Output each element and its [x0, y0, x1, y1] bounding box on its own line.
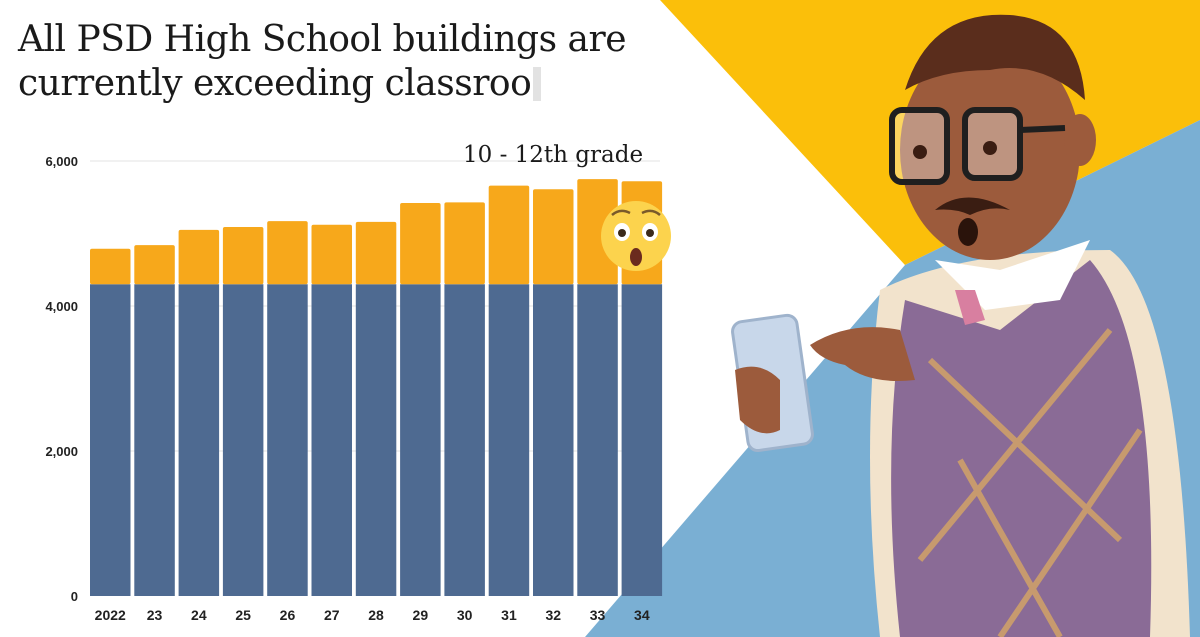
text-cursor	[533, 67, 542, 101]
bar-capacity	[577, 284, 618, 596]
bar-excess	[400, 203, 441, 285]
bar-excess	[533, 189, 574, 285]
x-tick-label: 27	[324, 607, 340, 623]
bar-capacity	[178, 284, 220, 596]
bar-capacity	[533, 284, 574, 596]
bar-capacity	[355, 284, 397, 596]
bar-capacity	[311, 284, 352, 596]
bar-excess	[311, 224, 352, 285]
bar-capacity	[621, 284, 663, 596]
bar-excess	[488, 185, 530, 285]
teacher-illustration	[731, 14, 1190, 637]
bar-excess	[267, 221, 308, 285]
bar-excess	[134, 245, 175, 285]
bar-excess	[444, 202, 485, 285]
x-tick-label: 25	[235, 607, 251, 623]
bar-capacity	[488, 284, 530, 596]
y-tick-label: 6,000	[45, 154, 78, 169]
bar-excess	[178, 229, 220, 285]
bar-excess	[90, 248, 131, 285]
x-tick-label: 30	[457, 607, 473, 623]
bar-capacity	[134, 284, 175, 596]
x-tick-label: 24	[191, 607, 207, 623]
bar-capacity	[222, 284, 264, 596]
bar-capacity	[90, 284, 131, 596]
astonished-face-emoji-icon	[601, 201, 671, 271]
chart-annotation: 10 - 12th grade	[463, 142, 644, 168]
x-tick-label: 23	[147, 607, 163, 623]
bar-capacity	[267, 284, 308, 596]
bar-capacity	[444, 284, 485, 596]
x-tick-label: 28	[368, 607, 384, 623]
x-tick-label: 29	[413, 607, 429, 623]
bar-excess	[355, 221, 397, 285]
x-tick-label: 33	[590, 607, 606, 623]
x-tick-label: 32	[545, 607, 561, 623]
title-line-1: All PSD High School buildings are	[18, 19, 627, 60]
y-tick-label: 2,000	[45, 444, 78, 459]
title-line-2: currently exceeding classroo	[18, 63, 532, 104]
x-tick-label: 26	[280, 607, 296, 623]
page-title: All PSD High School buildings are current…	[18, 18, 627, 106]
bar-excess	[222, 226, 264, 285]
bar-excess	[577, 179, 618, 285]
x-tick-label: 31	[501, 607, 517, 623]
y-tick-label: 4,000	[45, 299, 78, 314]
x-tick-label: 2022	[95, 607, 126, 623]
bar-capacity	[400, 284, 441, 596]
x-tick-label: 34	[634, 607, 650, 623]
stacked-bar-chart: 0 2,000 4,000 6,000 2022 23 24 25 26 27 28 29 30 31 32…	[45, 154, 671, 623]
y-tick-label: 0	[71, 589, 78, 604]
